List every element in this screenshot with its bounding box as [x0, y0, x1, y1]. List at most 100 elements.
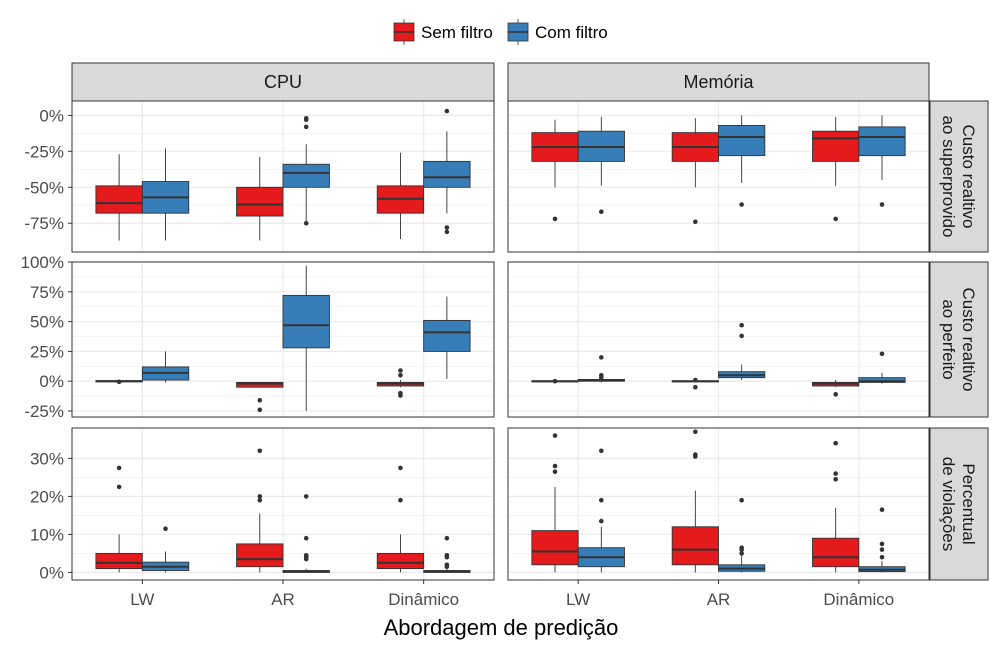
x-tick-label-dinamico: Dinâmico: [388, 590, 459, 609]
legend-label-com-filtro: Com filtro: [535, 23, 608, 42]
box-ar-sem-filtro: [671, 118, 719, 225]
outlier-point: [599, 355, 604, 360]
outlier-point: [739, 551, 744, 556]
box-body: [812, 537, 860, 568]
box-body: [858, 377, 906, 383]
outlier-point: [552, 433, 558, 438]
box-body: [718, 124, 766, 157]
outlier-point: [552, 216, 558, 222]
box-ar-sem-filtro: [236, 157, 284, 241]
y-tick-label: 50%: [30, 313, 64, 332]
facet-strip-row-0: [929, 100, 989, 253]
outlier-point: [552, 378, 558, 384]
box-dinamico-com-filtro: [423, 108, 471, 235]
box-body: [236, 186, 284, 217]
box-lw-sem-filtro: [531, 433, 579, 573]
box-dinamico-com-filtro: [858, 351, 906, 384]
box-lw-com-filtro: [141, 351, 190, 383]
legend: Sem filtro Com filtro: [393, 19, 608, 45]
box-ar-com-filtro: [718, 115, 766, 207]
y-tick-label: -25%: [24, 402, 64, 421]
box-body: [95, 185, 143, 214]
facet-label-row-1: Custo realtivoao perfeito: [939, 288, 978, 392]
box-dinamico-sem-filtro: [812, 380, 860, 397]
y-tick-label: 20%: [30, 487, 64, 506]
panel-memoria-row-0: [507, 100, 930, 253]
facet-label-row-2: Percentualde violações: [939, 457, 978, 552]
x-tick-label-dinamico: Dinâmico: [823, 590, 894, 609]
y-tick-label: 75%: [30, 283, 64, 302]
outlier-point: [833, 392, 838, 397]
outlier-point: [398, 497, 403, 503]
outlier-point: [444, 108, 450, 114]
box-dinamico-sem-filtro: [376, 152, 425, 240]
box-dinamico-com-filtro: [423, 535, 471, 573]
outlier-point: [398, 465, 403, 471]
outlier-point: [398, 368, 403, 373]
outlier-point: [833, 216, 838, 222]
outlier-point: [599, 518, 604, 524]
box-lw-com-filtro: [141, 526, 190, 573]
outlier-point: [257, 494, 263, 499]
x-tick-label-lw: LW: [130, 590, 154, 609]
outlier-point: [833, 477, 838, 482]
outlier-point: [552, 463, 558, 469]
outlier-point: [879, 554, 885, 560]
box-lw-com-filtro: [141, 148, 190, 241]
box-ar-com-filtro: [718, 322, 766, 381]
box-body: [423, 160, 471, 188]
box-body: [236, 381, 284, 388]
outlier-point: [599, 375, 604, 380]
outlier-point: [879, 351, 885, 357]
box-dinamico-sem-filtro: [812, 116, 860, 222]
panel-cpu-row-2: 30% 20% 10% 0% LW AR Dinâmico: [30, 427, 495, 609]
y-tick-label: 25%: [30, 342, 64, 361]
x-axis-title: Abordagem de predição: [384, 615, 619, 640]
outlier-point: [552, 469, 558, 475]
box-body: [423, 319, 471, 352]
outlier-point: [879, 547, 885, 552]
outlier-point: [398, 372, 403, 378]
outlier-point: [444, 554, 450, 560]
box-body: [531, 530, 579, 566]
y-tick-label: 0%: [39, 372, 64, 391]
box-body: [282, 294, 330, 349]
outlier-point: [116, 484, 122, 490]
outlier-point: [257, 398, 263, 403]
box-body: [282, 163, 330, 188]
facet-strip-cpu: [71, 62, 495, 102]
outlier-point: [599, 497, 604, 503]
outlier-point: [693, 429, 698, 435]
outlier-point: [739, 202, 744, 207]
box-lw-com-filtro: [577, 448, 625, 573]
outlier-point: [879, 507, 885, 512]
x-tick-label-ar: AR: [271, 590, 295, 609]
box-body: [236, 543, 284, 568]
outlier-point: [739, 547, 744, 552]
outlier-point: [599, 209, 604, 215]
outlier-point: [398, 393, 403, 398]
outlier-point: [303, 220, 309, 226]
y-tick-label: -25%: [24, 142, 64, 161]
box-ar-com-filtro: [718, 497, 766, 573]
box-lw-com-filtro: [577, 355, 625, 383]
outlier-point: [444, 229, 450, 235]
box-body: [858, 126, 906, 157]
box-ar-sem-filtro: [671, 377, 719, 390]
y-tick-label: -50%: [24, 178, 64, 197]
box-lw-sem-filtro: [95, 465, 143, 573]
legend-label-sem-filtro: Sem filtro: [421, 23, 493, 42]
box-dinamico-com-filtro: [423, 296, 471, 379]
facet-label-cpu: CPU: [264, 72, 302, 92]
panel-memoria-row-1: [507, 261, 930, 418]
box-body: [671, 526, 719, 566]
outlier-point: [257, 497, 263, 503]
box-lw-sem-filtro: [531, 378, 579, 384]
outlier-point: [693, 454, 698, 459]
outlier-point: [444, 535, 450, 541]
box-body: [95, 552, 143, 570]
box-dinamico-sem-filtro: [376, 368, 425, 398]
outlier-point: [303, 535, 309, 541]
y-tick-label: 30%: [30, 449, 64, 468]
facet-strip-row-1: [929, 261, 989, 418]
